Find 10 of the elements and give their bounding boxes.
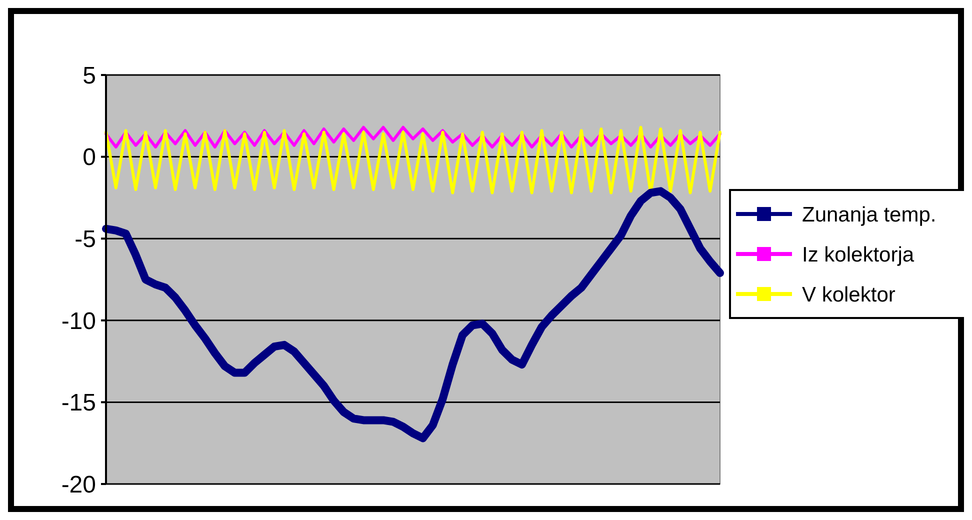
y-tick-label: -15 — [61, 390, 96, 417]
legend-label: V kolektor — [802, 283, 896, 306]
y-tick-label: 0 — [82, 144, 96, 172]
y-tick-label: 5 — [82, 62, 96, 90]
y-tick-label: -20 — [61, 471, 96, 498]
y-tick-label: -5 — [74, 226, 96, 253]
line-series — [104, 126, 722, 194]
y-tick-label: -10 — [61, 308, 96, 335]
legend-label: Iz kolektorja — [802, 243, 914, 266]
legend-label: Zunanja temp. — [802, 203, 936, 226]
